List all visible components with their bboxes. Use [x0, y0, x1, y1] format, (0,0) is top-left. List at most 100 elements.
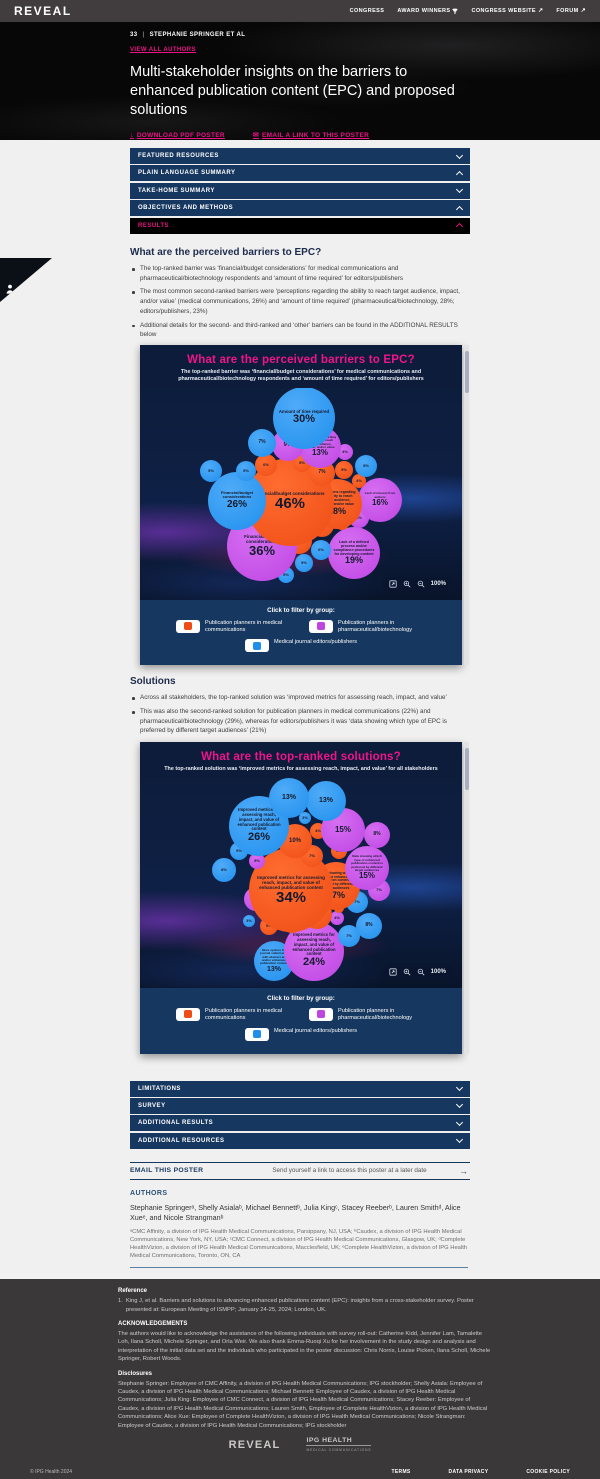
- bubble-label: Data showing which type of enhanced publ…: [351, 854, 383, 872]
- legend-filter-pharma-biotech[interactable]: Publication planners in pharmaceutical/b…: [309, 619, 426, 635]
- reveal-logo[interactable]: REVEAL: [14, 4, 72, 18]
- chart-bubble[interactable]: 3%: [299, 811, 311, 824]
- accordion-objectives-and-methods[interactable]: OBJECTIVES AND METHODS: [130, 200, 470, 217]
- chart-scrollbar[interactable]: [464, 742, 469, 1054]
- download-pdf-link[interactable]: ↓ DOWNLOAD PDF POSTER: [130, 131, 225, 139]
- zoom-in-icon[interactable]: [403, 968, 411, 976]
- authors-affiliations: ᵃCMC Affinity, a division of IPG Health …: [130, 1228, 468, 1260]
- zoom-level: 100%: [430, 969, 446, 976]
- trophy-icon: [452, 8, 459, 14]
- arrow-right-icon[interactable]: →: [459, 1165, 468, 1176]
- chart-bubble[interactable]: Lack of a defined process and/or complia…: [328, 526, 380, 579]
- chart-scrollbar[interactable]: [464, 345, 469, 666]
- chart-bubble[interactable]: 4%: [330, 910, 344, 925]
- checkbox-icon: [244, 639, 269, 653]
- chart-bubble[interactable]: Lack of interest from authors 16%: [358, 477, 402, 522]
- nav-forum[interactable]: FORUM ↗: [556, 8, 586, 14]
- accordion-results[interactable]: RESULTS: [130, 217, 470, 234]
- bubble-value: 13%: [266, 965, 281, 973]
- cookie-policy-link[interactable]: COOKIE POLICY: [526, 1469, 570, 1476]
- checkbox-icon: [244, 1027, 269, 1041]
- legend-filter-editors-publishers[interactable]: Medical journal editors/publishers: [244, 1027, 357, 1041]
- bubble-value: 7%: [376, 886, 382, 892]
- chart-bubble[interactable]: 6%: [255, 453, 277, 476]
- footer-logos: REVEAL IPG HEALTH MEDICAL COMMUNICATIONS: [0, 1437, 600, 1452]
- bubble-value: 7%: [318, 469, 326, 476]
- chart-bubble[interactable]: Amount of time required 30%: [273, 387, 335, 449]
- data-privacy-link[interactable]: DATA PRIVACY: [448, 1469, 489, 1476]
- acknowledgements-heading: ACKNOWLEDGEMENTS: [118, 1321, 188, 1328]
- chart-bubble[interactable]: 7%: [338, 924, 360, 947]
- legend-filter-pharma-biotech[interactable]: Publication planners in pharmaceutical/b…: [309, 1007, 426, 1023]
- chart-bubble[interactable]: Data showing which type of enhanced publ…: [345, 845, 389, 890]
- reset-zoom-icon[interactable]: [389, 580, 397, 588]
- nav-congress-website[interactable]: CONGRESS WEBSITE ↗: [471, 8, 544, 14]
- chevron-down-icon: [455, 186, 464, 194]
- bubble-label: Financial/budget considerations: [220, 489, 254, 500]
- nav-award-winners[interactable]: AWARD WINNERS: [397, 8, 459, 14]
- chart-bubble[interactable]: 13%: [269, 777, 309, 818]
- hero-actions: ↓ DOWNLOAD PDF POSTER ✉ EMAIL A LINK TO TH…: [130, 131, 470, 140]
- bubble-value: 3%: [246, 917, 252, 923]
- accordion-limitations[interactable]: LIMITATIONS: [130, 1080, 470, 1097]
- bubble-value: 16%: [371, 497, 388, 507]
- chart-bubble[interactable]: 5%: [200, 459, 222, 482]
- accordion-additional-resources[interactable]: ADDITIONAL RESOURCES: [130, 1132, 470, 1149]
- chart-bubble[interactable]: Financial/budget considerations 26%: [208, 471, 266, 530]
- bubble-label: Data showing which type of enhanced publ…: [318, 870, 354, 890]
- nav-links: CONGRESS AWARD WINNERS CONGRESS WEBSITE ↗…: [350, 8, 586, 14]
- accordion-survey[interactable]: SURVEY: [130, 1097, 470, 1114]
- acknowledgements-text: The authors would like to acknowledge th…: [118, 1331, 491, 1363]
- accordion-take-home-summary[interactable]: TAKE-HOME SUMMARY: [130, 182, 470, 199]
- zoom-out-icon[interactable]: [417, 580, 425, 588]
- chart-bubble[interactable]: 4%: [337, 443, 353, 460]
- bubble-value: 6%: [356, 514, 362, 520]
- chart-legend-bar: Click to filter by group: Publication pl…: [140, 599, 462, 666]
- accordion-plain-language-summary[interactable]: PLAIN LANGUAGE SUMMARY: [130, 165, 470, 182]
- chart-bubble[interactable]: 4%: [352, 473, 366, 488]
- bubble-label: Improved metrics for assessing reach, im…: [237, 807, 281, 832]
- bubble-label: Financial/budget considerations: [255, 491, 325, 497]
- legend-filter-medical-communications[interactable]: Publication planners in medical communic…: [176, 1007, 293, 1023]
- zoom-out-icon[interactable]: [417, 968, 425, 976]
- chart-bubble[interactable]: 5%: [355, 454, 377, 477]
- scrollbar-thumb[interactable]: [464, 748, 469, 791]
- bubble-value: 15%: [358, 871, 375, 881]
- accordion-additional-results[interactable]: ADDITIONAL RESULTS: [130, 1115, 470, 1132]
- chart-bubble[interactable]: 5%: [295, 553, 313, 572]
- bullet: Additional details for the second- and t…: [130, 321, 465, 341]
- chart-bubble[interactable]: 8%: [364, 821, 390, 848]
- reset-zoom-icon[interactable]: [389, 968, 397, 977]
- legend-filter-editors-publishers[interactable]: Medical journal editors/publishers: [244, 639, 357, 653]
- chart-bubble[interactable]: 7%: [248, 428, 276, 457]
- bubble-value: 3%: [302, 814, 308, 820]
- nav-congress[interactable]: CONGRESS: [349, 8, 385, 14]
- email-link[interactable]: ✉ EMAIL A LINK TO THIS POSTER: [252, 131, 370, 140]
- view-all-authors-link[interactable]: VIEW ALL AUTHORS: [130, 47, 196, 53]
- authors-section: AUTHORS Stephanie Springerᵃ, Shelly Asia…: [130, 1190, 470, 1269]
- zoom-in-icon[interactable]: [403, 580, 411, 588]
- ipg-health-logo[interactable]: IPG HEALTH MEDICAL COMMUNICATIONS: [306, 1437, 372, 1452]
- bubble-label: Improved metrics for assessing reach, im…: [257, 874, 325, 890]
- chart-bubble[interactable]: 6%: [311, 539, 331, 560]
- scrollbar-thumb[interactable]: [464, 351, 469, 394]
- bullet: The most common second-ranked barriers w…: [130, 287, 465, 316]
- email-bar-title: EMAIL THIS POSTER: [130, 1167, 204, 1175]
- chart-bubble[interactable]: 3%: [243, 914, 255, 927]
- chart-bubble[interactable]: 8%: [212, 857, 236, 882]
- zoom-controls: 100%: [381, 964, 453, 980]
- chart-bubble[interactable]: 13%: [306, 780, 346, 821]
- legend-filter-medical-communications[interactable]: Publication planners in medical communic…: [176, 619, 293, 635]
- terms-link[interactable]: TERMS: [391, 1469, 411, 1476]
- bubble-value: 10%: [288, 837, 301, 844]
- main-content: FEATURED RESOURCES PLAIN LANGUAGE SUMMAR…: [0, 140, 600, 1279]
- chart-subtitle: The top-ranked barrier was ‘financial/bu…: [178, 369, 424, 382]
- filter-label: Click to filter by group:: [267, 994, 335, 1002]
- chart-bubble[interactable]: 8%: [356, 912, 382, 939]
- email-this-poster-bar[interactable]: EMAIL THIS POSTER Send yourself a link t…: [130, 1161, 470, 1180]
- chart-bubble[interactable]: 5%: [236, 460, 256, 481]
- chart-bubble[interactable]: 5%: [335, 460, 353, 479]
- reveal-footer-logo[interactable]: REVEAL: [228, 1438, 281, 1451]
- accordion-featured-resources[interactable]: FEATURED RESOURCES: [130, 148, 470, 164]
- chart-bubble[interactable]: 5%: [249, 852, 265, 869]
